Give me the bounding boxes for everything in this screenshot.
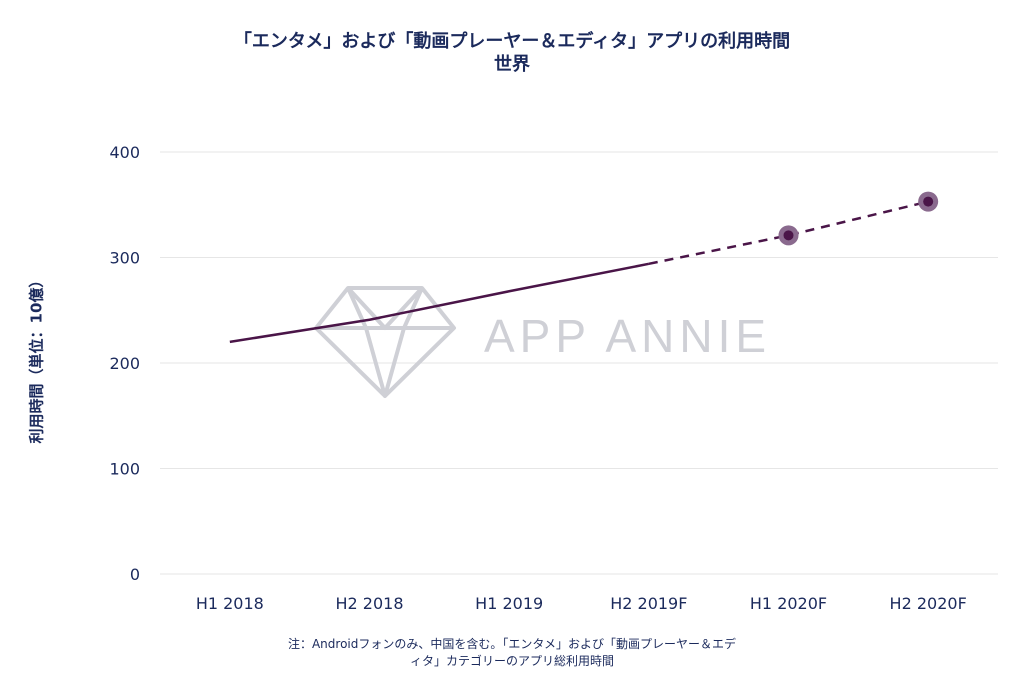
grid-lines — [160, 151, 998, 575]
y-tick-label: 0 — [130, 565, 140, 584]
footnote-line-2: ィタ」カテゴリーのアプリ総利用時間 — [409, 654, 614, 668]
series-line-actual — [229, 262, 650, 344]
footnote-line-1: 注：Androidフォンのみ、中国を含む。「エンタメ」および「動画プレーヤー＆エ… — [287, 637, 737, 651]
y-tick-label: 300 — [109, 249, 140, 268]
x-tick-label: H2 2018 — [335, 594, 403, 613]
watermark-text: APP ANNIE — [484, 310, 771, 362]
series-markers — [778, 191, 939, 246]
y-tick-label: 100 — [109, 460, 140, 479]
x-tick-label: H1 2020F — [750, 594, 827, 613]
series-lines — [229, 200, 929, 344]
watermark: APP ANNIE — [314, 286, 771, 398]
chart-subtitle: 世界 — [494, 54, 530, 75]
x-tick-label: H1 2019 — [475, 594, 543, 613]
y-tick-label: 400 — [109, 143, 140, 162]
footnote: 注：Androidフォンのみ、中国を含む。「エンタメ」および「動画プレーヤー＆エ… — [0, 636, 1024, 670]
chart-title: 「エンタメ」および「動画プレーヤー＆エディタ」アプリの利用時間 世界 — [0, 30, 1024, 76]
x-tick-label: H2 2020F — [890, 594, 967, 613]
data-point — [923, 196, 934, 207]
y-tick-label: 200 — [109, 354, 140, 373]
diamond-icon — [314, 286, 456, 398]
chart-title-main: 「エンタメ」および「動画プレーヤー＆エディタ」アプリの利用時間 — [233, 31, 791, 52]
data-point — [783, 230, 794, 241]
y-axis-ticks: 0 100 200 300 400 — [109, 143, 140, 584]
x-tick-label: H1 2018 — [196, 594, 264, 613]
x-axis-ticks: H1 2018 H2 2018 H1 2019 H2 2019F H1 2020F H2 … — [196, 594, 967, 613]
x-tick-label: H2 2019F — [610, 594, 687, 613]
